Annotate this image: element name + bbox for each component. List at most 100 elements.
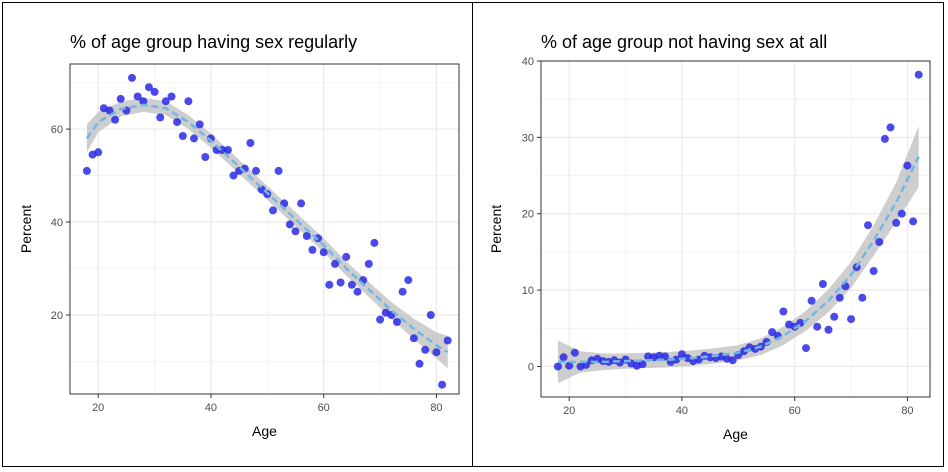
x-axis-label: Age bbox=[723, 426, 748, 442]
data-point bbox=[869, 267, 878, 275]
data-point bbox=[426, 311, 435, 319]
data-point bbox=[807, 296, 816, 305]
data-point bbox=[150, 87, 159, 96]
figure-frame bbox=[2, 2, 944, 467]
data-point bbox=[347, 280, 356, 289]
y-tick-label: 20 bbox=[522, 209, 534, 221]
y-tick-label: 10 bbox=[522, 285, 534, 297]
data-point bbox=[903, 161, 912, 170]
x-axis-label: Age bbox=[252, 423, 277, 439]
data-point bbox=[728, 356, 737, 365]
data-point bbox=[285, 220, 294, 229]
data-point bbox=[173, 118, 182, 127]
data-point bbox=[161, 97, 170, 106]
data-point bbox=[252, 166, 260, 175]
data-point bbox=[565, 361, 574, 370]
data-point bbox=[139, 97, 148, 106]
data-point bbox=[133, 92, 142, 101]
data-point bbox=[790, 322, 799, 331]
data-point bbox=[156, 113, 165, 122]
data-point bbox=[886, 123, 895, 132]
data-point bbox=[336, 278, 345, 287]
data-point bbox=[105, 106, 114, 115]
data-point bbox=[325, 280, 334, 289]
data-point bbox=[201, 153, 210, 161]
y-tick-label: 20 bbox=[51, 310, 63, 322]
data-point bbox=[830, 312, 839, 321]
plot-border bbox=[69, 63, 460, 395]
data-point bbox=[308, 245, 317, 254]
data-point bbox=[167, 92, 176, 101]
chart-no-sex: % of age group not having sex at all 20 40… bbox=[488, 32, 931, 442]
y-axis-label: Percent bbox=[18, 205, 34, 253]
data-point bbox=[914, 70, 923, 79]
data-point bbox=[331, 259, 339, 268]
data-point bbox=[223, 146, 232, 154]
x-tick-label: 40 bbox=[676, 405, 688, 417]
data-point bbox=[342, 252, 351, 261]
y-tick-label: 30 bbox=[522, 132, 534, 144]
y-tick-label: 40 bbox=[522, 56, 534, 68]
data-point bbox=[779, 307, 788, 316]
data-point bbox=[897, 209, 906, 218]
y-tick-label: 40 bbox=[51, 217, 63, 229]
data-point bbox=[302, 232, 311, 240]
data-point bbox=[370, 238, 379, 247]
data-point bbox=[421, 345, 430, 354]
data-point bbox=[559, 353, 568, 362]
data-point bbox=[880, 134, 889, 143]
data-point bbox=[909, 217, 918, 226]
data-point bbox=[393, 318, 401, 326]
data-point bbox=[875, 238, 884, 246]
x-tick-label: 60 bbox=[318, 402, 330, 414]
data-point bbox=[818, 280, 827, 288]
data-point bbox=[297, 199, 306, 208]
data-point bbox=[111, 115, 120, 124]
data-point bbox=[314, 234, 323, 243]
data-point bbox=[813, 322, 822, 331]
data-point bbox=[82, 166, 91, 175]
data-point bbox=[661, 352, 669, 361]
data-point bbox=[319, 248, 328, 257]
data-point bbox=[864, 221, 872, 230]
smooth-line bbox=[557, 155, 920, 364]
smooth-line bbox=[85, 103, 449, 354]
data-point bbox=[128, 73, 136, 82]
data-point bbox=[835, 293, 844, 302]
data-point bbox=[229, 171, 238, 180]
data-point bbox=[672, 355, 681, 364]
data-point bbox=[415, 359, 424, 368]
data-point bbox=[740, 347, 748, 356]
data-point bbox=[269, 206, 277, 215]
data-point bbox=[409, 334, 418, 343]
data-point bbox=[376, 315, 385, 324]
data-point bbox=[184, 97, 193, 106]
data-point bbox=[291, 227, 300, 236]
data-point bbox=[858, 293, 867, 302]
chart-sex-regularly: % of age group having sex regularly 20 40 6… bbox=[18, 32, 460, 439]
data-point bbox=[892, 218, 901, 227]
data-point bbox=[274, 166, 283, 175]
data-point bbox=[677, 350, 686, 359]
data-point bbox=[398, 287, 407, 296]
data-point bbox=[432, 348, 441, 357]
y-axis-label: Percent bbox=[488, 205, 504, 253]
data-point bbox=[638, 360, 647, 369]
data-point bbox=[570, 348, 579, 357]
chart-title: % of age group having sex regularly bbox=[70, 32, 357, 52]
data-point bbox=[364, 259, 373, 268]
x-tick-label: 20 bbox=[563, 405, 575, 417]
data-point bbox=[847, 315, 856, 324]
plot-border bbox=[540, 60, 931, 398]
x-tick-label: 40 bbox=[205, 402, 217, 414]
data-point bbox=[438, 380, 447, 389]
data-point bbox=[824, 325, 833, 334]
data-point bbox=[195, 120, 204, 129]
data-point bbox=[94, 148, 103, 157]
data-point bbox=[768, 328, 777, 337]
chart-title: % of age group not having sex at all bbox=[541, 32, 827, 52]
data-point bbox=[443, 336, 452, 345]
y-tick-label: 60 bbox=[51, 124, 63, 136]
data-point bbox=[178, 132, 187, 140]
x-tick-label: 80 bbox=[901, 405, 913, 417]
